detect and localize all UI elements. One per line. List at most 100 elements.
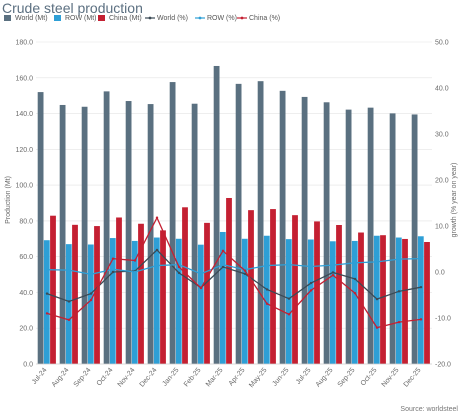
bar-row-mt (241, 238, 248, 364)
bar-row-mt (351, 240, 358, 364)
point-world (89, 292, 93, 295)
point-china (111, 257, 115, 260)
bar-world-mt (125, 101, 132, 365)
bar-row-mt (395, 237, 402, 364)
bar-row-mt (109, 238, 116, 364)
point-world (375, 297, 379, 301)
bar-world-mt (213, 65, 220, 365)
y-tick-label: 40.0 (19, 290, 33, 297)
bar-row-mt (153, 237, 160, 364)
point-row (265, 264, 269, 267)
bar-row-mt (219, 231, 226, 364)
point-row (89, 273, 93, 276)
point-china (375, 326, 379, 329)
point-row (331, 263, 335, 267)
bar-china-mt (314, 221, 320, 364)
bar-world-mt (323, 102, 330, 364)
y2-tick-label: -20.0 (435, 362, 451, 369)
point-world (419, 285, 423, 289)
x-tick-label: Dec-24 (139, 367, 159, 389)
point-china (397, 320, 401, 324)
y2-tick-label: -10.0 (435, 316, 451, 323)
bar-world-mt (169, 82, 176, 365)
x-tick-label: Oct-24 (96, 367, 115, 388)
x-tick-label: Mar-25 (205, 367, 225, 389)
bar-world-mt (37, 92, 44, 364)
point-row (309, 265, 313, 268)
legend-label: China (%) (249, 15, 280, 22)
bar-row-mt (329, 241, 336, 364)
y-tick-label: 160.0 (15, 75, 33, 82)
point-china (89, 298, 93, 302)
x-tick-label: Feb-25 (183, 367, 203, 389)
point-china (177, 265, 181, 269)
bar-row-mt (87, 244, 94, 364)
x-tick-label: Dec-25 (403, 367, 423, 389)
point-china (353, 291, 357, 295)
point-china (243, 269, 247, 272)
bar-row-mt (307, 239, 314, 364)
lines (45, 216, 423, 329)
bar-row-mt (285, 239, 292, 364)
x-tick-label: Aug-25 (315, 367, 335, 389)
y-tick-label: 100.0 (15, 183, 33, 190)
point-china (309, 289, 313, 292)
bar-china-mt (50, 215, 56, 364)
bar-row-mt (43, 240, 50, 364)
point-world (331, 271, 335, 274)
bar-world-mt (257, 81, 264, 364)
y-tick-label: 180.0 (15, 40, 33, 47)
point-china (199, 286, 203, 290)
point-china (221, 249, 225, 253)
bar-china-mt (94, 226, 100, 364)
point-world (243, 272, 247, 276)
x-tick-label: Jul-24 (31, 367, 49, 386)
y2-tick-label: 40.0 (435, 86, 449, 93)
point-world (177, 271, 181, 275)
y-tick-label: 140.0 (15, 111, 33, 118)
point-world (45, 292, 49, 295)
point-row (419, 257, 423, 260)
point-row (397, 257, 401, 261)
legend-swatch (54, 15, 61, 21)
legend-label: World (%) (157, 15, 188, 22)
bar-china-mt (182, 207, 188, 364)
bar-world-mt (345, 109, 352, 365)
y2-axis-label: growth (% year on year) (451, 163, 458, 238)
point-world (265, 288, 269, 291)
legend-swatch (98, 15, 105, 21)
point-world (111, 270, 115, 274)
point-china (155, 216, 159, 219)
y2-tick-label: 0.0 (435, 270, 445, 277)
point-row (133, 270, 137, 274)
x-tick-label: Aug-24 (51, 367, 71, 389)
y-tick-label: 0.0 (23, 362, 33, 369)
bar-china-mt (226, 197, 232, 364)
point-row (353, 261, 357, 264)
point-row (221, 263, 225, 266)
y-tick-label: 120.0 (15, 147, 33, 154)
point-row (199, 272, 203, 276)
x-tick-label: Jan-25 (161, 367, 180, 388)
point-china (45, 312, 49, 315)
y2-tick-label: 30.0 (435, 132, 449, 139)
bar-china-mt (358, 232, 364, 364)
point-row (67, 268, 71, 272)
bar-china-mt (160, 230, 166, 364)
legend-swatch-dot (198, 16, 202, 20)
bar-china-mt (72, 224, 78, 364)
x-tick-label: Jul-25 (295, 367, 313, 386)
y-tick-label: 60.0 (19, 254, 33, 261)
point-china (133, 259, 137, 262)
x-tick-label: Jun-25 (271, 367, 290, 388)
bar-china-mt (138, 223, 144, 364)
bar-row-mt (197, 244, 204, 364)
bar-row-mt (131, 240, 138, 364)
legend: World (Mt) ROW (Mt) China (Mt) World (%) ROW… (4, 15, 280, 22)
bar-world-mt (301, 96, 308, 365)
legend-label: World (Mt) (15, 15, 48, 22)
source-note: Source: worldsteel (400, 406, 458, 413)
x-tick-label: Oct-25 (360, 367, 379, 388)
point-china (265, 302, 269, 305)
bar-row-mt (65, 244, 72, 364)
